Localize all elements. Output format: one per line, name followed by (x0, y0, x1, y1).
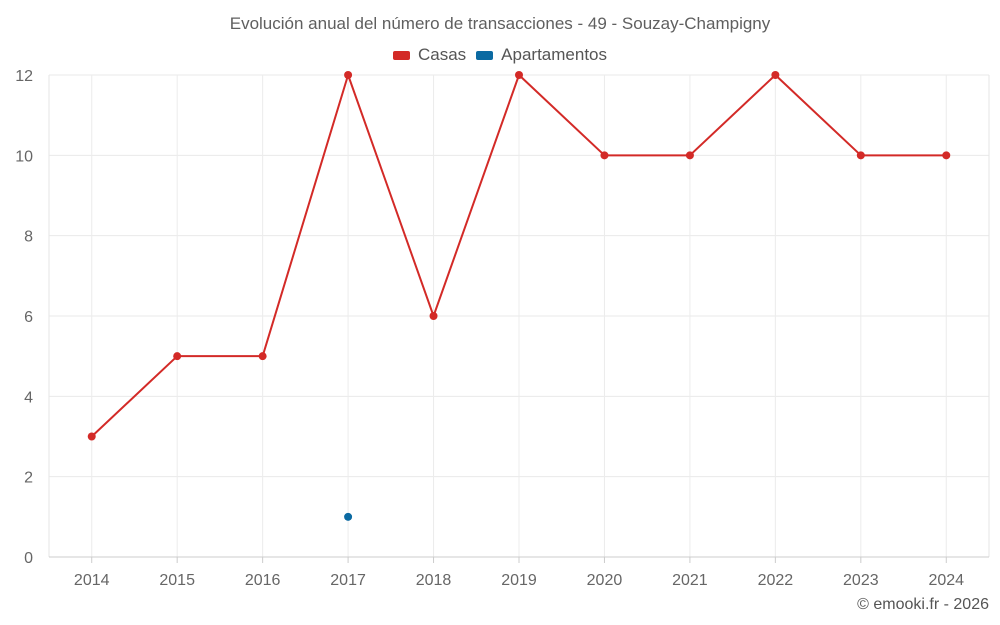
data-point-casas (685, 151, 694, 160)
legend-swatch-apartamentos (476, 50, 494, 60)
legend-item-apartamentos[interactable]: Apartamentos (476, 45, 607, 65)
legend-item-casas[interactable]: Casas (392, 45, 467, 65)
data-point-casas (173, 352, 182, 361)
legend-label-apartamentos: Apartamentos (501, 45, 608, 64)
y-tick-label: 6 (24, 309, 33, 326)
x-tick-label: 2017 (330, 572, 366, 589)
data-point-casas (87, 432, 96, 441)
data-point-casas (771, 71, 780, 79)
x-tick-label: 2022 (758, 572, 794, 589)
chart-legend: Casas Apartamentos (0, 45, 1000, 65)
data-point-casas (258, 352, 267, 361)
x-tick-label: 2018 (416, 572, 452, 589)
y-tick-label: 0 (24, 550, 33, 567)
data-point-casas (856, 151, 865, 160)
x-tick-label: 2015 (159, 572, 195, 589)
legend-swatch-casas (392, 50, 410, 60)
y-tick-label: 12 (15, 68, 33, 85)
footer-credit: © emooki.fr - 2026 (857, 596, 989, 613)
x-tick-label: 2024 (928, 572, 964, 589)
grid (49, 74, 989, 558)
y-tick-label: 2 (24, 470, 33, 487)
x-tick-label: 2014 (74, 572, 110, 589)
data-point-casas (515, 71, 523, 79)
data-point-casas (344, 71, 353, 79)
x-tick-label: 2016 (245, 572, 281, 589)
x-tick-label: 2021 (672, 572, 708, 589)
data-point-apartamentos (344, 512, 353, 521)
x-tick-label: 2019 (501, 572, 537, 589)
x-tick-label: 2023 (843, 572, 879, 589)
data-point-casas (429, 312, 438, 320)
y-tick-label: 8 (24, 229, 33, 246)
data-point-casas (600, 151, 609, 160)
y-tick-label: 4 (24, 389, 33, 406)
legend-label-casas: Casas (417, 45, 467, 64)
chart-title: Evolución anual del número de transaccio… (229, 14, 771, 33)
x-tick-label: 2020 (587, 572, 623, 589)
data-point-casas (942, 151, 951, 160)
y-tick-label: 10 (15, 148, 33, 165)
